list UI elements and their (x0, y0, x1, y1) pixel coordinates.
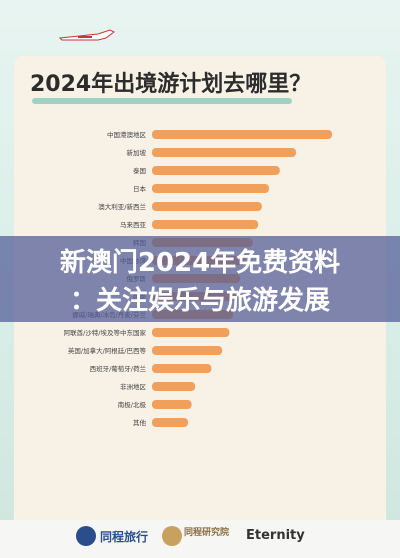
chart-title: 2024年出境游计划去哪里？ (30, 72, 312, 97)
category-label: 阿联酋/沙特/埃及等中东国家 (64, 328, 147, 337)
category-label: 英国/加拿大/阿根廷/巴西等 (68, 346, 147, 355)
title-underline (32, 98, 292, 104)
brand-eternity: Eternity (246, 528, 305, 543)
category-label: 马来西亚 (120, 221, 147, 229)
bar (152, 166, 280, 175)
category-label: 日本 (133, 184, 147, 193)
bar (152, 220, 259, 229)
banner-headline: 新澳门2024年免费资料 (59, 248, 341, 278)
brand-research: 同程研究院 (184, 528, 230, 538)
category-label: 澳大利亚/新西兰 (98, 202, 146, 211)
bar (152, 346, 223, 355)
bar (152, 382, 196, 391)
bar (152, 130, 332, 139)
tongcheng-logo-icon (76, 526, 96, 546)
bar (152, 400, 192, 409)
airplane-icon (58, 29, 115, 41)
research-logo-icon (162, 526, 182, 546)
category-label: 西班牙/葡萄牙/荷兰 (90, 364, 147, 373)
category-label: 新加坡 (127, 148, 147, 157)
category-label: 中国港澳地区 (107, 130, 147, 139)
category-label: 其他 (133, 418, 147, 427)
category-label: 南极/北极 (118, 400, 147, 409)
brand-tongcheng: 同程旅行 (100, 530, 149, 544)
footer-bar (0, 520, 400, 558)
category-label: 非洲地区 (120, 382, 147, 391)
bar (152, 148, 296, 157)
banner-subheadline: ：关注娱乐与旅游发展 (69, 286, 330, 316)
bar (152, 328, 230, 337)
category-label: 泰国 (133, 166, 146, 175)
overlay-banner (0, 236, 400, 322)
bar (152, 364, 212, 373)
bar (152, 202, 262, 211)
bar (152, 418, 188, 427)
bar (152, 184, 269, 193)
